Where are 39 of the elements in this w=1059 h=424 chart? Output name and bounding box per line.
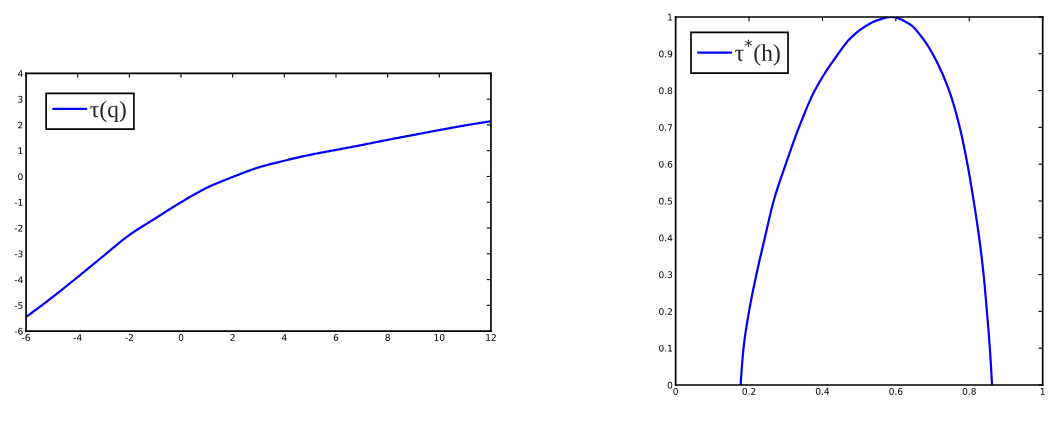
x-tick-label: 0	[178, 334, 184, 341]
x-tick-label: 2	[230, 334, 235, 341]
x-tick-label: -2	[125, 334, 133, 341]
y-tick-label: 0.1	[659, 344, 673, 352]
x-tick-label: 10	[434, 334, 445, 341]
x-tick-label: 0.8	[962, 387, 976, 395]
x-tick-label: 0.2	[742, 387, 756, 395]
y-tick-label: 0	[667, 381, 673, 389]
y-tick-label: -3	[14, 250, 23, 258]
y-tick-label: 0.4	[659, 234, 673, 242]
y-tick-label: 0.5	[659, 197, 673, 205]
x-tick-label: 0.6	[889, 387, 903, 395]
y-tick-label: 1	[18, 147, 23, 155]
y-tick-label: 1	[668, 13, 673, 21]
x-tick-label: 0.4	[815, 387, 830, 395]
y-tick-label: 2	[18, 121, 23, 129]
x-tick-label: 1	[1040, 388, 1045, 395]
x-tick-label: -4	[73, 334, 82, 341]
y-tick-label: 0	[18, 173, 23, 181]
y-tick-label: 4	[17, 70, 23, 77]
x-tick-label: 12	[486, 334, 496, 341]
y-tick-label: -1	[14, 199, 23, 206]
y-tick-label: 0.7	[659, 124, 673, 131]
y-tick-label: -6	[14, 327, 23, 335]
x-tick-label: 8	[385, 334, 390, 341]
y-tick-label: 0.3	[659, 271, 673, 279]
x-tick-label: 4	[281, 334, 287, 341]
x-tick-label: 0	[673, 387, 678, 395]
y-tick-label: -4	[14, 276, 23, 284]
legend-label: τ$^{*}$(h)	[735, 39, 780, 66]
y-tick-label: -5	[14, 302, 23, 309]
x-tick-label: 6	[333, 334, 339, 341]
y-tick-label: 0.6	[659, 160, 673, 168]
y-tick-label: 0.9	[659, 50, 673, 58]
y-tick-label: 0.2	[659, 308, 672, 315]
y-tick-label: 0.8	[659, 87, 673, 95]
y-tick-label: -2	[14, 224, 23, 232]
legend-label: τ(q)	[90, 100, 126, 123]
y-tick-label: 3	[18, 95, 23, 103]
